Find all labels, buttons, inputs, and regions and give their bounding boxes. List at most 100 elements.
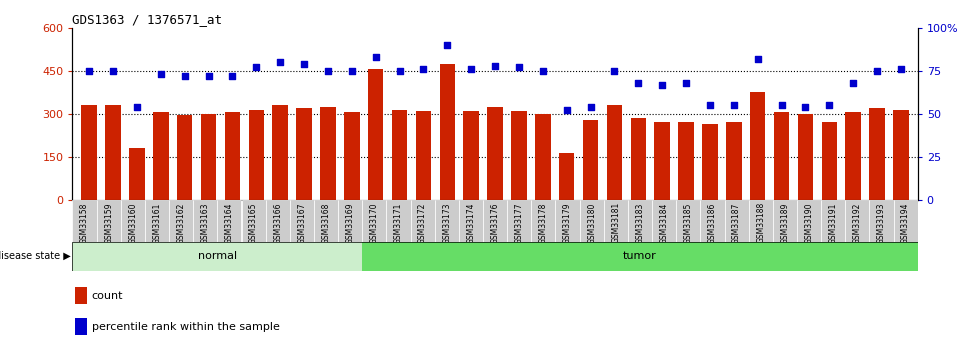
- Text: GSM33184: GSM33184: [660, 202, 668, 244]
- Text: GSM33194: GSM33194: [901, 202, 910, 244]
- Bar: [535, 114, 551, 200]
- Text: GSM33159: GSM33159: [104, 202, 113, 244]
- Text: GSM33180: GSM33180: [587, 202, 596, 244]
- Bar: [628, 200, 652, 242]
- Bar: [894, 200, 918, 242]
- Bar: [702, 124, 718, 200]
- Point: [81, 68, 97, 73]
- Text: GSM33171: GSM33171: [394, 202, 403, 244]
- Point: [726, 102, 742, 108]
- Bar: [607, 105, 622, 200]
- Point: [702, 102, 718, 108]
- Bar: [726, 122, 742, 200]
- Text: GSM33160: GSM33160: [128, 202, 137, 244]
- Text: GSM33185: GSM33185: [684, 202, 693, 244]
- Text: GSM33169: GSM33169: [346, 202, 355, 244]
- Bar: [248, 110, 264, 200]
- Point: [272, 59, 288, 65]
- Text: GSM33164: GSM33164: [225, 202, 234, 244]
- Bar: [266, 200, 290, 242]
- Bar: [201, 114, 216, 200]
- Bar: [678, 122, 694, 200]
- Text: GSM33181: GSM33181: [611, 202, 620, 244]
- Bar: [511, 111, 526, 200]
- Text: GSM33161: GSM33161: [153, 202, 161, 244]
- Bar: [869, 108, 885, 200]
- Point: [368, 54, 384, 60]
- Point: [655, 82, 670, 87]
- Bar: [177, 115, 192, 200]
- Text: GSM33192: GSM33192: [853, 202, 862, 244]
- Bar: [81, 105, 97, 200]
- Bar: [724, 200, 749, 242]
- Point: [678, 80, 694, 86]
- Bar: [105, 105, 121, 200]
- Point: [511, 65, 526, 70]
- Bar: [75, 287, 87, 304]
- Bar: [362, 200, 386, 242]
- Bar: [798, 114, 813, 200]
- Bar: [700, 200, 724, 242]
- Text: GSM33162: GSM33162: [177, 202, 185, 244]
- Bar: [145, 200, 169, 242]
- Bar: [75, 318, 87, 335]
- Text: GSM33179: GSM33179: [563, 202, 572, 244]
- Bar: [531, 200, 555, 242]
- Bar: [362, 241, 918, 271]
- Point: [750, 56, 765, 61]
- Bar: [822, 122, 838, 200]
- Text: GSM33189: GSM33189: [781, 202, 789, 244]
- Bar: [121, 200, 145, 242]
- Point: [201, 73, 216, 79]
- Bar: [217, 200, 242, 242]
- Bar: [411, 200, 435, 242]
- Bar: [582, 120, 598, 200]
- Point: [177, 73, 192, 79]
- Text: tumor: tumor: [623, 251, 657, 261]
- Text: GSM33173: GSM33173: [442, 202, 451, 244]
- Text: disease state ▶: disease state ▶: [0, 251, 71, 261]
- Bar: [344, 112, 359, 200]
- Text: GSM33166: GSM33166: [273, 202, 282, 244]
- Bar: [368, 69, 384, 200]
- Bar: [290, 200, 314, 242]
- Text: GSM33190: GSM33190: [805, 202, 813, 244]
- Point: [894, 66, 909, 72]
- Text: GSM33174: GSM33174: [467, 202, 475, 244]
- Point: [798, 104, 813, 110]
- Bar: [320, 107, 336, 200]
- Point: [607, 68, 622, 73]
- Point: [129, 104, 145, 110]
- Point: [225, 73, 241, 79]
- Text: GSM33176: GSM33176: [491, 202, 499, 244]
- Text: GSM33172: GSM33172: [418, 202, 427, 244]
- Text: GSM33165: GSM33165: [249, 202, 258, 244]
- Text: GDS1363 / 1376571_at: GDS1363 / 1376571_at: [72, 13, 222, 27]
- Bar: [483, 200, 507, 242]
- Point: [464, 66, 479, 72]
- Bar: [459, 200, 483, 242]
- Bar: [773, 200, 797, 242]
- Bar: [580, 200, 604, 242]
- Bar: [415, 111, 431, 200]
- Bar: [845, 200, 869, 242]
- Point: [822, 102, 838, 108]
- Bar: [169, 200, 193, 242]
- Text: GSM33170: GSM33170: [370, 202, 379, 244]
- Bar: [652, 200, 676, 242]
- Bar: [338, 200, 362, 242]
- Text: GSM33178: GSM33178: [539, 202, 548, 244]
- Bar: [440, 63, 455, 200]
- Bar: [604, 200, 628, 242]
- Bar: [845, 112, 861, 200]
- Bar: [869, 200, 894, 242]
- Text: GSM33191: GSM33191: [829, 202, 838, 244]
- Bar: [797, 200, 821, 242]
- Bar: [435, 200, 459, 242]
- Text: GSM33183: GSM33183: [636, 202, 644, 244]
- Bar: [654, 122, 670, 200]
- Text: normal: normal: [198, 251, 237, 261]
- Bar: [297, 108, 312, 200]
- Bar: [464, 111, 479, 200]
- Bar: [72, 241, 362, 271]
